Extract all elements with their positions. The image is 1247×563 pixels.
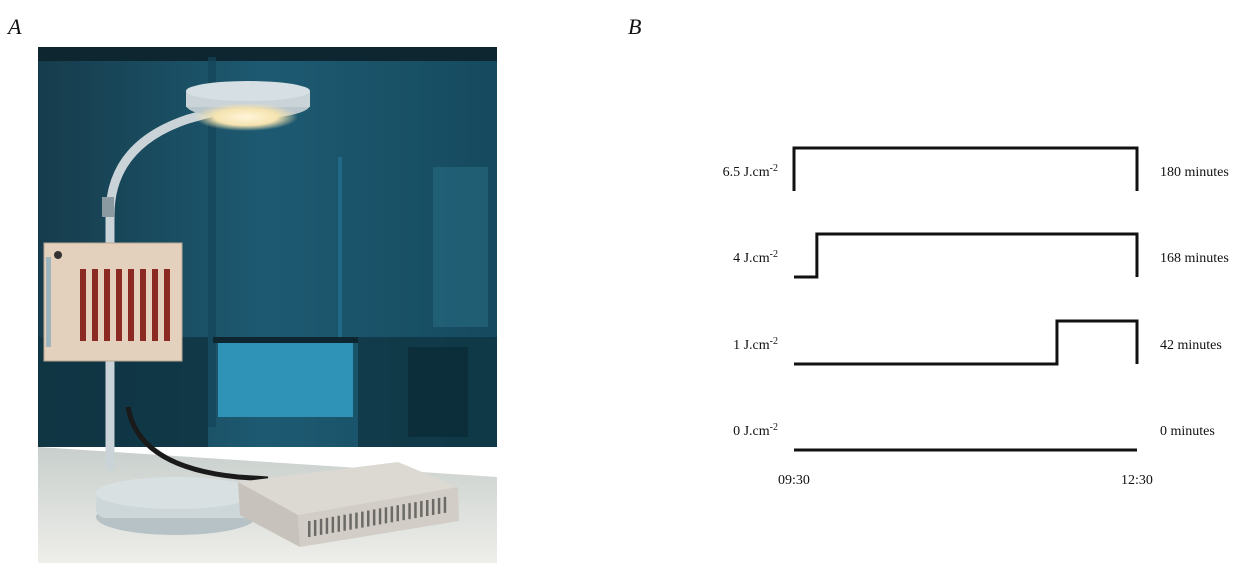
vent-slot (319, 518, 323, 535)
lamp (96, 81, 310, 535)
vent-slot (420, 501, 423, 518)
panel-b-label: B (628, 14, 642, 39)
duration-label: 42 minutes (1160, 338, 1222, 353)
vent-slot (367, 510, 370, 527)
led-column (140, 269, 146, 341)
vent-slot (384, 507, 388, 524)
vent-slot (414, 502, 417, 519)
vent-slot (426, 500, 429, 516)
vent-slot (331, 516, 335, 533)
dose-label: 4 J.cm-2 (733, 249, 778, 266)
led-column (116, 269, 122, 341)
vent-slot (443, 496, 447, 513)
vent-slot (390, 506, 394, 523)
schedule-diagram: 6.5 J.cm-2 180 minutes 4 J.cm-2 168 minutes… (723, 146, 1229, 488)
dose-label: 0 J.cm-2 (733, 422, 778, 439)
schedule-line (792, 146, 1139, 191)
led-column (152, 269, 158, 341)
led-column (80, 269, 86, 341)
vent-slot (396, 505, 399, 522)
led-column (128, 269, 134, 341)
led-column (164, 269, 170, 341)
start-time-label: 09:30 (778, 473, 810, 488)
vent-slot (337, 515, 340, 532)
dose-label: 6.5 J.cm-2 (723, 163, 778, 180)
vent-slot (343, 514, 346, 531)
vent-slot (355, 512, 358, 529)
vent-slot (372, 509, 376, 526)
led-column (92, 269, 98, 341)
vent-slot (313, 519, 317, 536)
vent-slot (325, 517, 329, 534)
schedule-line (794, 232, 1139, 279)
vent-slot (378, 508, 382, 525)
vent-slot (408, 503, 411, 520)
vent-slot (431, 498, 435, 515)
duration-label: 0 minutes (1160, 424, 1215, 439)
panel-a-label: A (8, 14, 22, 39)
led-column (104, 269, 110, 341)
dose-label: 1 J.cm-2 (733, 336, 778, 353)
duration-label: 180 minutes (1160, 165, 1229, 180)
schedule-line (794, 319, 1139, 366)
vent-slot (402, 504, 405, 521)
vent-slot (437, 497, 441, 514)
led-panel (43, 242, 183, 362)
duration-label: 168 minutes (1160, 251, 1229, 266)
vent-slot (308, 521, 311, 537)
end-time-label: 12:30 (1121, 473, 1153, 488)
control-box (238, 462, 459, 547)
vent-slot (361, 511, 364, 528)
lamp-photo (38, 47, 497, 563)
vent-slot (349, 513, 352, 530)
